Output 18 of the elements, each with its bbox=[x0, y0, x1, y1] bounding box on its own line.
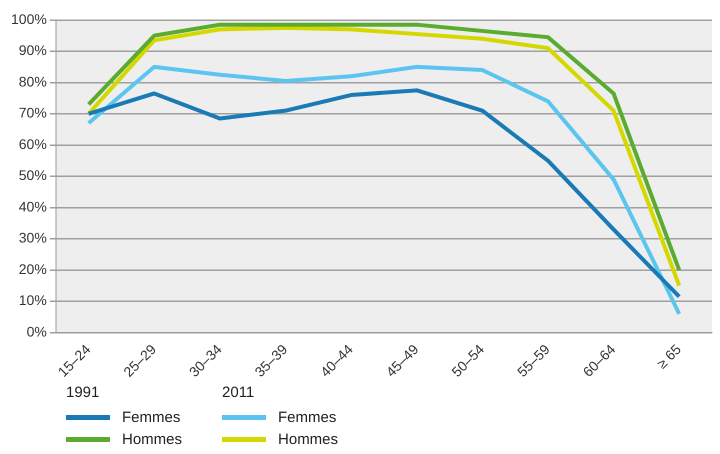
y-tick-label: 20% bbox=[18, 260, 47, 277]
y-tick-label: 0% bbox=[26, 323, 47, 340]
y-tick-label: 60% bbox=[18, 136, 47, 152]
legend-label: Hommes bbox=[122, 430, 182, 448]
legend-label: Femmes bbox=[278, 408, 336, 426]
y-tick-label: 30% bbox=[18, 230, 47, 246]
y-tick-label: 10% bbox=[18, 292, 47, 308]
y-tick-label: 80% bbox=[18, 73, 47, 90]
legend-label: Femmes bbox=[122, 408, 180, 426]
y-tick-label: 70% bbox=[18, 104, 47, 121]
text: 1991 bbox=[66, 384, 100, 403]
legend-label: Hommes bbox=[278, 430, 338, 448]
x-tick-label: ≥ 65 bbox=[654, 340, 684, 372]
y-tick-label: 90% bbox=[18, 42, 47, 58]
y-tick-label: 40% bbox=[18, 198, 47, 214]
y-tick-label: 50% bbox=[18, 167, 47, 184]
y-tick-label: 100% bbox=[10, 10, 47, 27]
text: 2011 bbox=[222, 384, 256, 403]
